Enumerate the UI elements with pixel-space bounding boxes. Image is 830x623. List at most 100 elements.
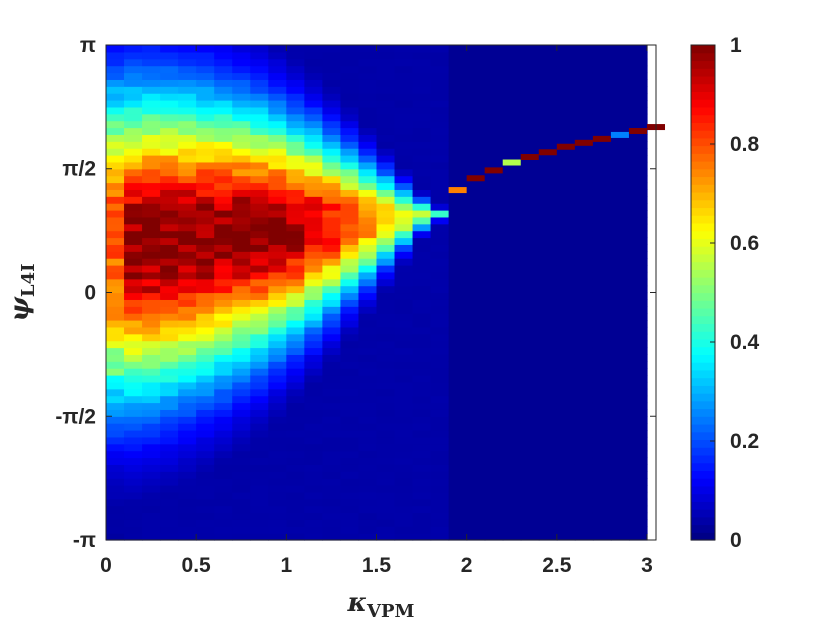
heatmap-cell: [376, 196, 396, 204]
heatmap-cell: [160, 72, 179, 80]
heatmap-cell: [358, 347, 378, 355]
heatmap-cell: [538, 285, 558, 294]
heatmap-cell: [628, 292, 648, 300]
heatmap-cell: [178, 443, 197, 452]
heatmap-cell: [502, 347, 522, 355]
heatmap-cell: [502, 237, 522, 245]
colorbar-swatch: [691, 439, 715, 448]
heatmap-cell: [268, 93, 287, 101]
heatmap-cell: [502, 478, 522, 486]
heatmap-cell: [358, 251, 378, 259]
heatmap-cell: [466, 450, 486, 459]
heatmap-cell: [556, 45, 576, 53]
heatmap-cell: [304, 526, 323, 534]
heatmap-cell: [502, 409, 522, 417]
heatmap-cell: [394, 512, 414, 520]
heatmap-cell: [592, 512, 612, 520]
heatmap-cell: [322, 381, 342, 390]
heatmap-cell: [592, 368, 612, 376]
heatmap-cell: [106, 141, 125, 149]
x-axis-title: κVPM: [347, 588, 415, 622]
heatmap-cell: [484, 450, 504, 459]
heatmap-cell: [250, 402, 269, 410]
heatmap-cell: [394, 72, 414, 80]
heatmap-cell: [214, 93, 233, 101]
heatmap-cell: [304, 402, 323, 410]
heatmap-cell: [268, 498, 287, 507]
heatmap-cell: [160, 471, 179, 479]
heatmap-cell: [556, 196, 576, 204]
heatmap-cell: [538, 333, 558, 342]
heatmap-cell: [286, 168, 305, 177]
heatmap-cell: [214, 134, 233, 142]
heatmap-cell: [376, 51, 396, 60]
heatmap-cell: [628, 189, 648, 197]
heatmap-cell: [160, 299, 179, 307]
heatmap-cell: [430, 450, 450, 459]
heatmap-cell: [268, 148, 287, 156]
heatmap-cell: [484, 320, 504, 328]
heatmap-cell: [106, 381, 125, 390]
heatmap-cell: [160, 485, 179, 493]
colorbar-swatch: [691, 222, 715, 232]
heatmap-cell: [502, 58, 522, 67]
heatmap-cell: [412, 375, 432, 383]
heatmap-cell: [592, 127, 612, 135]
heatmap-cell: [430, 223, 450, 232]
heatmap-cell: [142, 519, 161, 527]
heatmap-cell: [358, 340, 378, 349]
heatmap-cell: [250, 519, 269, 527]
heatmap-cell: [160, 464, 179, 472]
heatmap-cell: [574, 326, 594, 335]
heatmap-cell: [520, 402, 540, 410]
heatmap-cell: [556, 65, 576, 74]
heatmap-cell: [448, 120, 468, 129]
heatmap-cell: [214, 72, 233, 80]
heatmap-cell: [520, 72, 540, 80]
colorbar-swatch: [691, 447, 715, 456]
heatmap-cell: [196, 244, 215, 252]
heatmap-cell: [484, 292, 504, 300]
heatmap-cell: [592, 347, 612, 355]
heatmap-cell: [232, 457, 251, 465]
heatmap-cell: [376, 230, 396, 239]
heatmap-cell: [556, 333, 576, 342]
heatmap-cell: [628, 244, 648, 252]
heatmap-cell: [520, 216, 540, 225]
heatmap-cell: [142, 471, 161, 479]
heatmap-cell: [124, 388, 143, 397]
heatmap-cell: [358, 388, 378, 397]
heatmap-cell: [592, 381, 612, 390]
heatmap-cell: [160, 436, 179, 445]
heatmap-cell: [502, 464, 522, 472]
heatmap-cell: [574, 106, 594, 115]
heatmap-cell: [556, 526, 576, 534]
heatmap-cell: [466, 381, 486, 390]
heatmap-cell: [196, 512, 215, 520]
heatmap-cell: [106, 485, 125, 493]
heatmap-cell: [232, 292, 251, 300]
heatmap-cell: [520, 368, 540, 376]
heatmap-cell: [232, 285, 251, 294]
heatmap-cell: [430, 230, 450, 239]
heatmap-cell: [304, 155, 323, 163]
heatmap-cell: [196, 189, 215, 197]
heatmap-cell: [124, 182, 143, 190]
heatmap-cell: [556, 86, 576, 94]
heatmap-cell: [448, 189, 468, 197]
heatmap-cell: [574, 430, 594, 438]
heatmap-cell: [142, 498, 161, 507]
heatmap-cell: [268, 182, 287, 190]
heatmap-cell: [628, 258, 648, 266]
heatmap-cell: [466, 361, 486, 369]
heatmap-cell: [358, 51, 378, 60]
heatmap-cell: [520, 320, 540, 328]
heatmap-cell: [556, 93, 576, 101]
heatmap-cell: [484, 51, 504, 60]
heatmap-cell: [412, 443, 432, 452]
heatmap-cell: [574, 100, 594, 108]
heatmap-cell: [394, 430, 414, 438]
heatmap-cell: [358, 175, 378, 184]
heatmap-cell: [484, 436, 504, 445]
heatmap-cell: [160, 395, 179, 404]
